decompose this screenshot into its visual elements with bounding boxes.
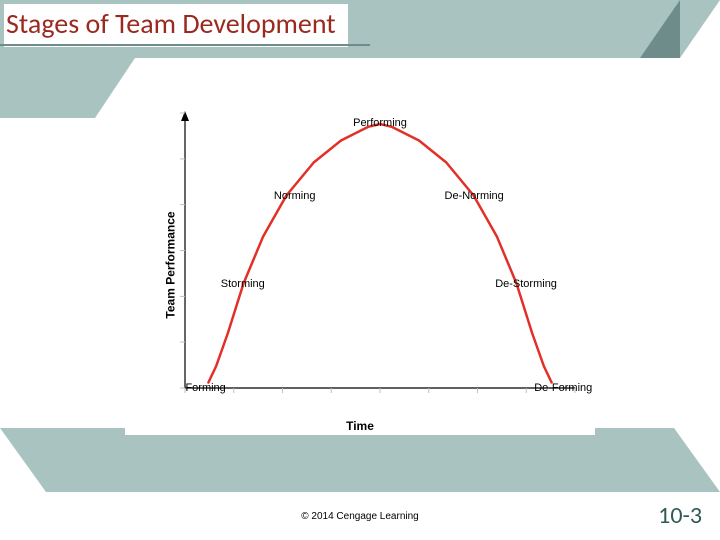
page-number: 10-3 (658, 501, 702, 530)
y-axis-label: Team Performance (164, 211, 178, 318)
left-accent-shape (0, 58, 95, 118)
stage-label: Forming (185, 382, 225, 394)
stage-label: Storming (221, 278, 265, 290)
stage-label: Performing (353, 117, 407, 129)
x-axis-label: Time (346, 419, 374, 433)
stage-label: De-Forming (534, 382, 592, 394)
header-angle-dark (640, 0, 680, 58)
copyright-text: © 2014 Cengage Learning (301, 511, 418, 522)
title-underline (0, 44, 370, 46)
page-title: Stages of Team Development (4, 4, 348, 47)
bottom-band (0, 428, 720, 492)
bottom-cut-left (0, 428, 46, 492)
chart-container: Team Performance Time Performing Norming D… (125, 95, 595, 435)
stage-label: De-Norming (445, 190, 504, 202)
stage-label: De-Storming (495, 278, 557, 290)
bottom-cut-right (674, 428, 720, 492)
stage-label: Norming (274, 190, 316, 202)
stage-curve-chart (125, 95, 595, 415)
header-angle-cut (680, 0, 720, 58)
